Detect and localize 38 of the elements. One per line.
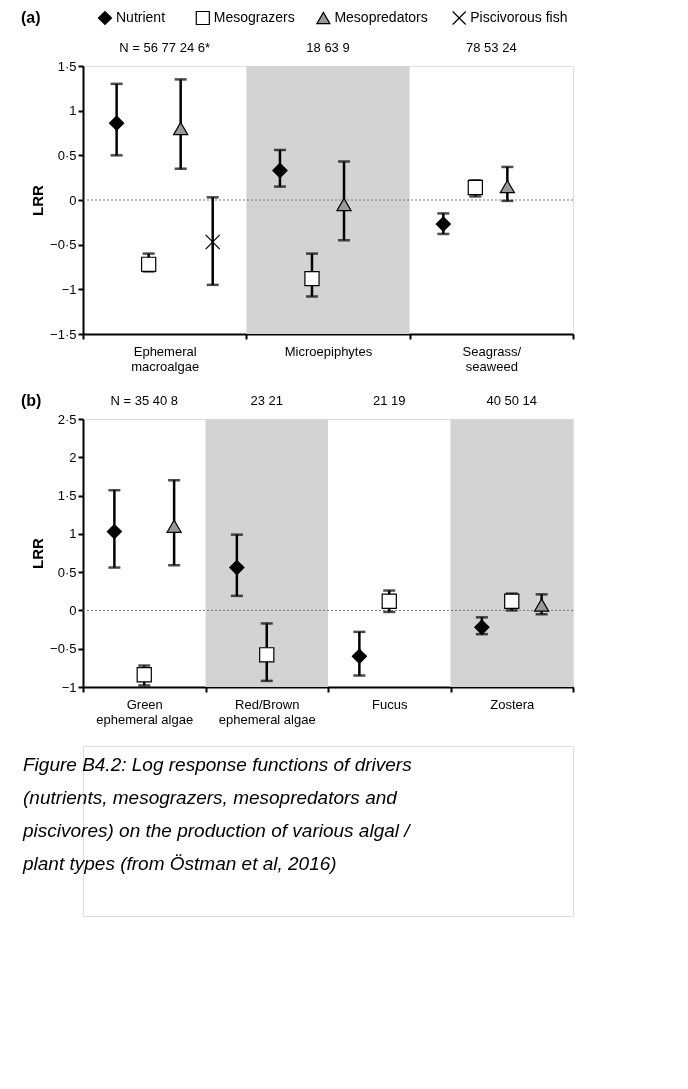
y-tick-label: 1 (69, 526, 77, 542)
x-tick-label: Fucus (372, 696, 408, 712)
y-tick-label: −1 (61, 281, 77, 297)
x-tick-label: Green ephemeral algae (96, 696, 194, 727)
text: 40 50 14 (486, 393, 538, 408)
x-tick-label: Microepiphytes (284, 343, 373, 359)
y-tick-label: 2·5 (57, 411, 77, 427)
chart-title: (a) (21, 9, 41, 26)
y-tick-label: 0·5 (57, 147, 77, 163)
text: N = 35 40 8 (110, 393, 179, 408)
legend-label: Mesopredators (334, 9, 428, 25)
x-tick-label: Ephemeral macroalgae (131, 343, 200, 374)
y-axis-title: LRR (29, 184, 47, 216)
text: 78 53 24 (466, 40, 517, 55)
text: N = 56 77 24 6* (119, 40, 211, 55)
y-tick-label: 2 (69, 449, 77, 465)
x-tick-label: Zostera (490, 696, 536, 712)
y-tick-label: 0 (69, 192, 77, 208)
text: 23 21 (250, 393, 284, 408)
x-tick-label: Red/Brown ephemeral algae (218, 696, 316, 727)
text: 18 63 9 (306, 40, 350, 55)
y-tick-label: 1·5 (57, 58, 77, 74)
y-tick-label: −1 (61, 679, 77, 695)
legend-label: Piscivorous fish (470, 9, 568, 25)
y-tick-label: 0 (69, 602, 77, 618)
y-tick-label: −0·5 (50, 237, 77, 253)
caption: Figure B4.2: Log response functions of drivers (nutrients, mesograzers, mesopredators and piscivores) on the production of various algal / plant types (from Östman et al, 2016) (22, 754, 413, 874)
text: 21 19 (372, 393, 406, 408)
legend-label: Mesograzers (213, 9, 295, 25)
y-tick-label: 1·5 (57, 488, 77, 504)
y-axis-title: LRR (29, 537, 47, 569)
y-tick-label: 1 (69, 103, 77, 119)
y-tick-label: −1·5 (50, 326, 77, 342)
legend-label: Nutrient (116, 9, 166, 25)
y-tick-label: 0·5 (57, 564, 77, 580)
x-tick-label: Seagrass/ seaweed (462, 343, 522, 374)
y-tick-label: −0·5 (50, 641, 77, 657)
chart-title: (b) (21, 392, 42, 409)
